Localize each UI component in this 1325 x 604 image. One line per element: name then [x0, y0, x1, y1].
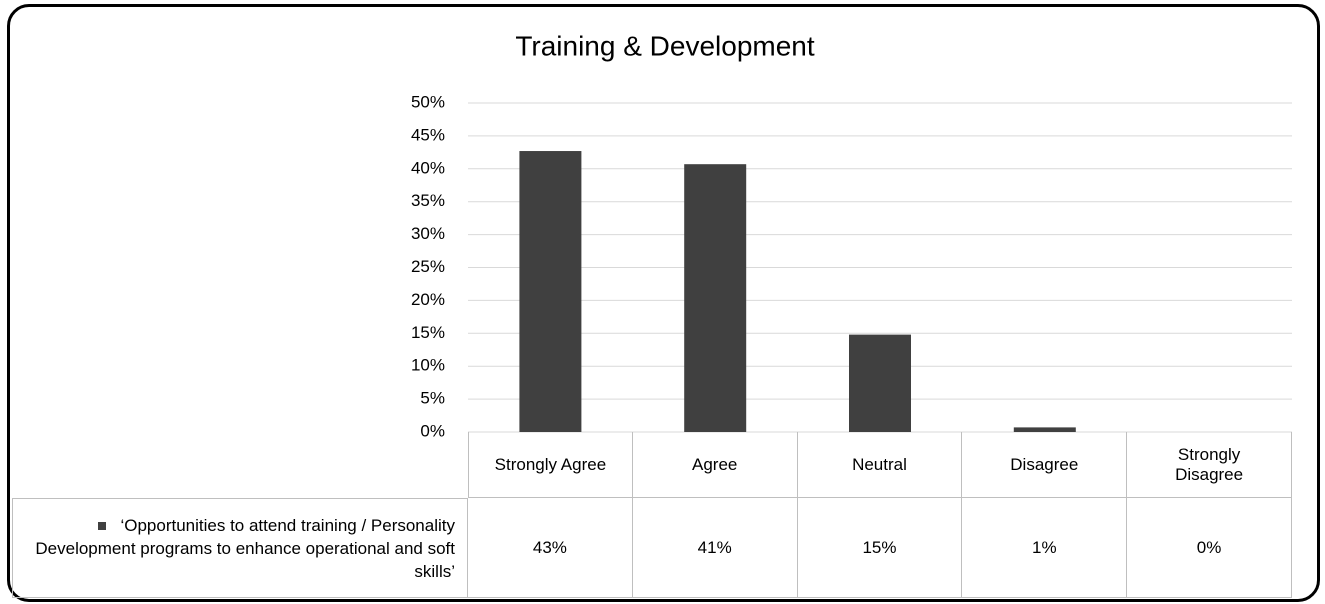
bar	[684, 164, 747, 432]
y-tick-label: 50%	[411, 92, 445, 111]
legend-key	[98, 522, 107, 531]
x-tick-label: Strongly Agree	[468, 432, 633, 498]
legend-cell: ‘Opportunities to attend training / Pers…	[12, 498, 468, 598]
chart-frame	[7, 4, 1320, 602]
y-tick-label: 30%	[411, 224, 445, 243]
bar	[519, 151, 582, 432]
y-tick-label: 45%	[411, 125, 445, 144]
bar	[1013, 427, 1076, 432]
value-label: 0%	[1127, 498, 1292, 598]
bar	[849, 334, 911, 432]
value-label: 43%	[468, 498, 633, 598]
x-tick-label: Agree	[632, 432, 798, 498]
y-tick-label: 25%	[411, 257, 445, 276]
value-label: 1%	[962, 498, 1128, 598]
x-tick-label: Disagree	[962, 432, 1128, 498]
legend-label: ‘Opportunities to attend training / Pers…	[35, 515, 455, 581]
value-label: 41%	[632, 498, 798, 598]
y-tick-label: 15%	[411, 323, 445, 342]
chart-title: Training & Development	[515, 30, 815, 61]
legend-entry: ‘Opportunities to attend training / Pers…	[13, 514, 455, 583]
y-tick-label: 5%	[420, 389, 445, 408]
y-tick-label: 20%	[411, 290, 445, 309]
value-label: 15%	[797, 498, 963, 598]
y-tick-label: 40%	[411, 158, 445, 177]
x-tick-label: Strongly Disagree	[1127, 432, 1292, 498]
y-tick-label: 35%	[411, 191, 445, 210]
y-tick-label: 10%	[411, 356, 445, 375]
x-tick-label: Neutral	[797, 432, 963, 498]
y-tick-label: 0%	[420, 421, 445, 440]
